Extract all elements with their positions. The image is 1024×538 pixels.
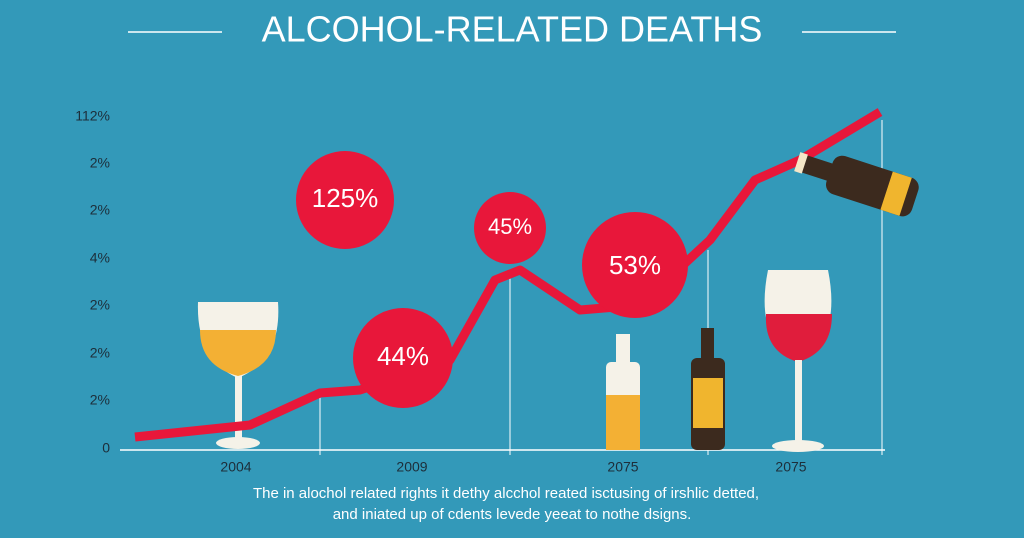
y-axis-label: 2%	[90, 297, 110, 313]
y-axis-label: 2%	[90, 392, 110, 408]
y-axis-label: 2%	[90, 155, 110, 171]
pouring-bottle	[794, 152, 919, 217]
bubble-label: 125%	[312, 183, 379, 213]
bubble-label: 53%	[609, 250, 661, 280]
caption-line: The in alochol related rights it dethy a…	[253, 485, 759, 502]
bubble-label: 45%	[488, 214, 532, 239]
x-axis-label: 2009	[396, 459, 427, 475]
y-axis-label: 112%	[75, 108, 110, 124]
beer-glass	[197, 302, 279, 449]
bubble	[296, 151, 394, 249]
bubble	[582, 212, 688, 318]
x-axis-label: 2075	[775, 459, 806, 475]
y-axis-label: 4%	[90, 250, 110, 266]
bubble	[474, 192, 546, 264]
x-axis-label: 2075	[607, 459, 638, 475]
title: ALCOHOL-RELATED DEATHS	[262, 9, 763, 50]
trend-line	[134, 108, 883, 442]
caption-line: and iniated up of cdents levede yeeat to…	[333, 506, 692, 523]
white-bottle	[606, 334, 640, 450]
y-axis-label: 0	[102, 440, 110, 456]
x-axis-label: 2004	[220, 459, 251, 475]
y-axis-label: 2%	[90, 345, 110, 361]
beer-bottle	[691, 328, 725, 450]
y-axis-label: 2%	[90, 202, 110, 218]
bubble	[353, 308, 453, 408]
wine-glass	[764, 270, 832, 452]
bubble-label: 44%	[377, 341, 429, 371]
